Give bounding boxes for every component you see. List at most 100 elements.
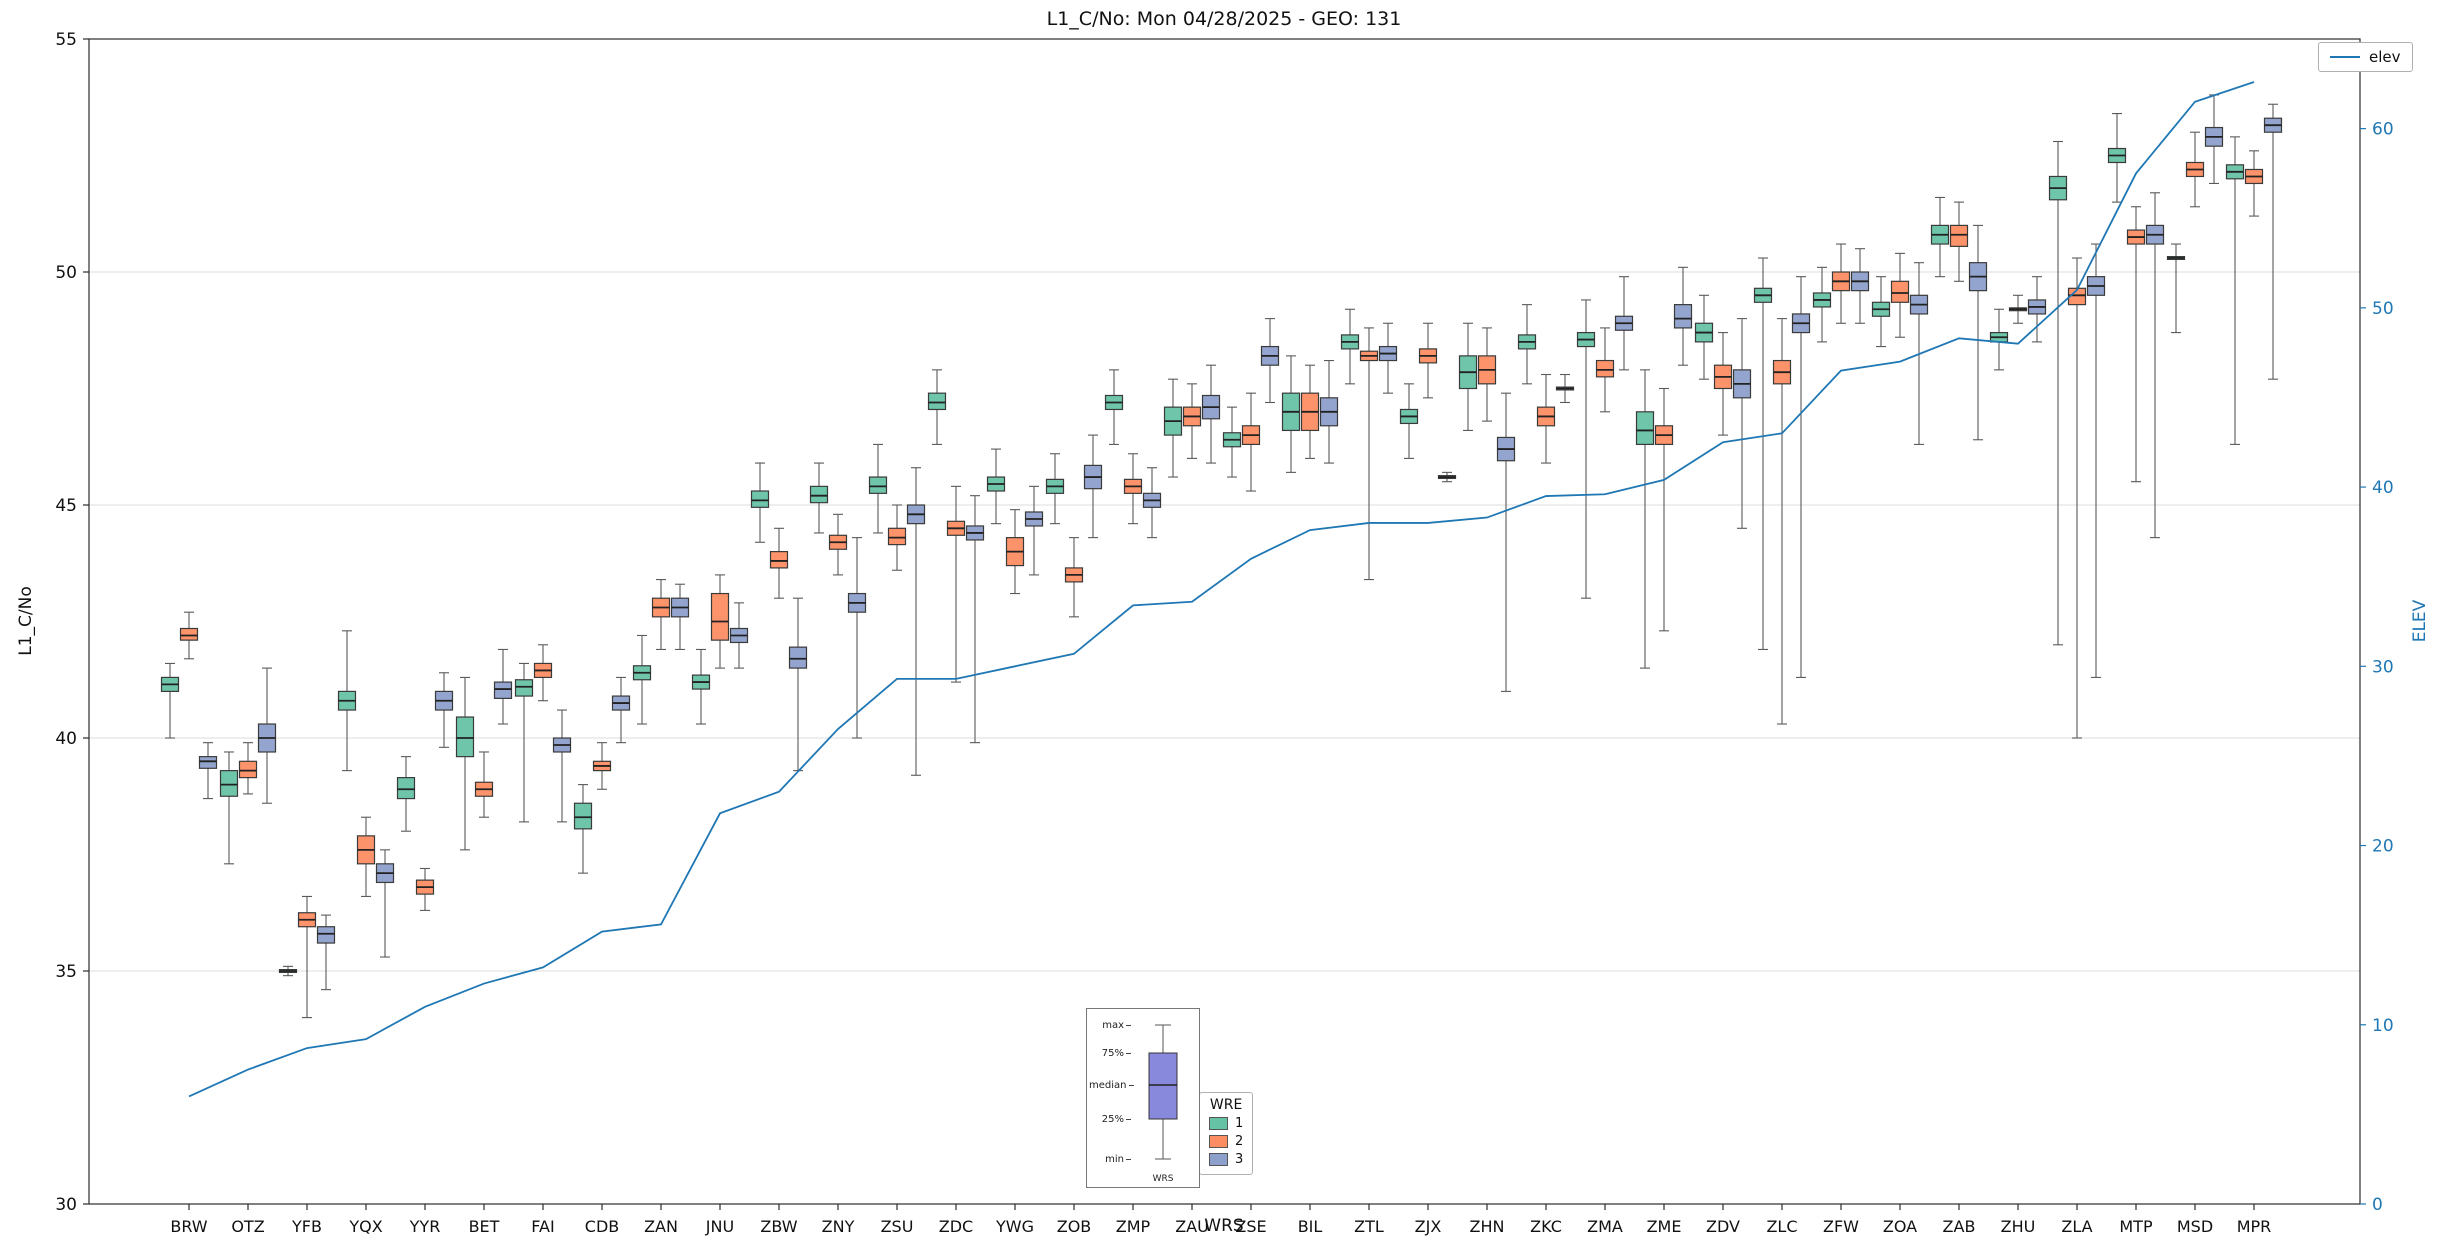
boxplot-series-2 <box>179 131 2264 1019</box>
box-ZKC-wre3 <box>1555 373 1575 404</box>
box-ZTL-wre3 <box>1378 322 1398 394</box>
x-tick-label: YYR <box>409 1217 441 1236</box>
box-CDB-wre2 <box>592 742 612 790</box>
box-ZMP-wre1 <box>1104 369 1124 445</box>
box-MPR-wre2 <box>2244 150 2264 217</box>
box-ZME-wre1 <box>1635 369 1655 669</box>
box-ZMA-wre3 <box>1614 276 1634 371</box>
anatomy-label-25: 25% <box>1089 1114 1131 1125</box>
box-ZDV-wre2 <box>1713 332 1733 436</box>
boxplot-series-3 <box>198 94 2283 991</box>
x-tick-label: ZME <box>1647 1217 1682 1236</box>
anatomy-label-max: max <box>1089 1020 1131 1031</box>
legend-wre-entry-2: 2 <box>1209 1134 1243 1149</box>
box-CDB-wre1 <box>573 784 593 874</box>
box-ZAB-wre2 <box>1949 201 1969 282</box>
box-ZNY-wre1 <box>809 462 829 534</box>
y-tick-label: 50 <box>55 263 77 283</box>
box-ZAN-wre2 <box>651 579 671 651</box>
box-ZFW-wre2 <box>1831 243 1851 324</box>
box-ZLC-wre3 <box>1791 276 1811 678</box>
x-tick-label: ZDV <box>1706 1217 1740 1236</box>
box-ZLA-wre3 <box>2086 243 2106 678</box>
x-tick-label: ZBW <box>760 1217 797 1236</box>
box-ZSU-wre1 <box>868 443 888 534</box>
box-ZOA-wre1 <box>1871 276 1891 348</box>
x-tick-label: MTP <box>2119 1217 2153 1236</box>
x-tick-label: ZAB <box>1943 1217 1976 1236</box>
box-ZHU-wre1 <box>1989 308 2009 371</box>
box-ZHU-wre2 <box>2008 294 2028 324</box>
x-tick-label: CDB <box>585 1217 619 1236</box>
x-tick-label: MPR <box>2237 1217 2272 1236</box>
x-tick-label: ZMA <box>1587 1217 1623 1236</box>
box-YYR-wre2 <box>415 867 435 911</box>
box-ZLA-wre1 <box>2048 140 2068 646</box>
x-tick-label: ZMP <box>1116 1217 1151 1236</box>
box-ZDC-wre3 <box>965 495 985 744</box>
x-tick-label: ZNY <box>822 1217 855 1236</box>
box-ZMA-wre2 <box>1595 327 1615 413</box>
box-ZLA-wre2 <box>2067 257 2087 739</box>
y2-tick-label: 20 <box>2372 837 2394 857</box>
box-ZDV-wre3 <box>1732 318 1752 529</box>
x-tick-label: OTZ <box>231 1217 264 1236</box>
box-ZJX-wre1 <box>1399 383 1419 459</box>
box-ZMP-wre2 <box>1123 453 1143 525</box>
x-tick-label: ZHN <box>1470 1217 1505 1236</box>
box-FAI-wre2 <box>533 644 553 702</box>
legend-elev-label: elev <box>2369 48 2401 66</box>
y-axis-label: L1_C/No <box>16 586 36 656</box>
x-tick-label: ZAU <box>1175 1217 1209 1236</box>
box-ZAU-wre1 <box>1163 378 1183 478</box>
boxplot-series-1 <box>160 113 2245 977</box>
x-tick-label: ZAN <box>644 1217 678 1236</box>
elev-line-sample-icon <box>2330 56 2360 58</box>
y-tick-label: 45 <box>55 496 77 516</box>
x-tick-label: YQX <box>348 1217 382 1236</box>
box-ZKC-wre1 <box>1517 304 1537 385</box>
box-BRW-wre2 <box>179 611 199 660</box>
box-BRW-wre1 <box>160 662 180 739</box>
anatomy-box <box>1148 1052 1178 1120</box>
box-ZTL-wre2 <box>1359 327 1379 581</box>
box-YQX-wre3 <box>375 849 395 958</box>
x-tick-label: ZOB <box>1057 1217 1092 1236</box>
box-ZBW-wre2 <box>769 527 789 599</box>
y-tick-label: 30 <box>55 1195 77 1215</box>
x-tick-label: BET <box>469 1217 500 1236</box>
x-tick-label: MSD <box>2177 1217 2213 1236</box>
anatomy-footer: WRS <box>1152 1174 1174 1184</box>
anatomy-label-min: min <box>1089 1154 1131 1165</box>
box-ZSE-wre3 <box>1260 318 1280 404</box>
box-ZOA-wre3 <box>1909 262 1929 445</box>
anatomy-label-75: 75% <box>1089 1048 1131 1059</box>
box-ZHN-wre2 <box>1477 327 1497 422</box>
y2-tick-label: 60 <box>2372 120 2394 140</box>
box-ZAU-wre2 <box>1182 383 1202 459</box>
legend-wre: WRE 1 2 3 <box>1199 1092 1254 1175</box>
box-ZDV-wre1 <box>1694 294 1714 380</box>
box-ZDC-wre1 <box>927 369 947 445</box>
box-ZBW-wre1 <box>750 462 770 543</box>
box-FAI-wre3 <box>552 709 572 823</box>
x-tick-label: JNU <box>705 1217 734 1236</box>
x-tick-label: ZOA <box>1883 1217 1917 1236</box>
box-JNU-wre3 <box>729 602 749 669</box>
x-tick-label: ZLA <box>2061 1217 2092 1236</box>
box-MSD-wre1 <box>2166 243 2186 334</box>
box-ZDC-wre2 <box>946 485 966 683</box>
box-YWG-wre1 <box>986 448 1006 525</box>
box-ZFW-wre1 <box>1812 266 1832 343</box>
box-ZOA-wre2 <box>1890 252 1910 338</box>
x-tick-label: ZKC <box>1530 1217 1562 1236</box>
box-MTP-wre3 <box>2145 192 2165 539</box>
box-ZME-wre2 <box>1654 387 1674 632</box>
y-axis-ticks-left: 30 35 40 45 50 55 <box>55 30 89 1215</box>
legend-wre-entry-3: 3 <box>1209 1152 1243 1167</box>
wre1-color-patch-icon <box>1209 1117 1228 1130</box>
box-YQX-wre1 <box>337 630 357 772</box>
y-axis-ticks-right: 0 10 20 30 40 50 60 <box>2360 120 2394 1215</box>
y2-tick-label: 50 <box>2372 299 2394 319</box>
